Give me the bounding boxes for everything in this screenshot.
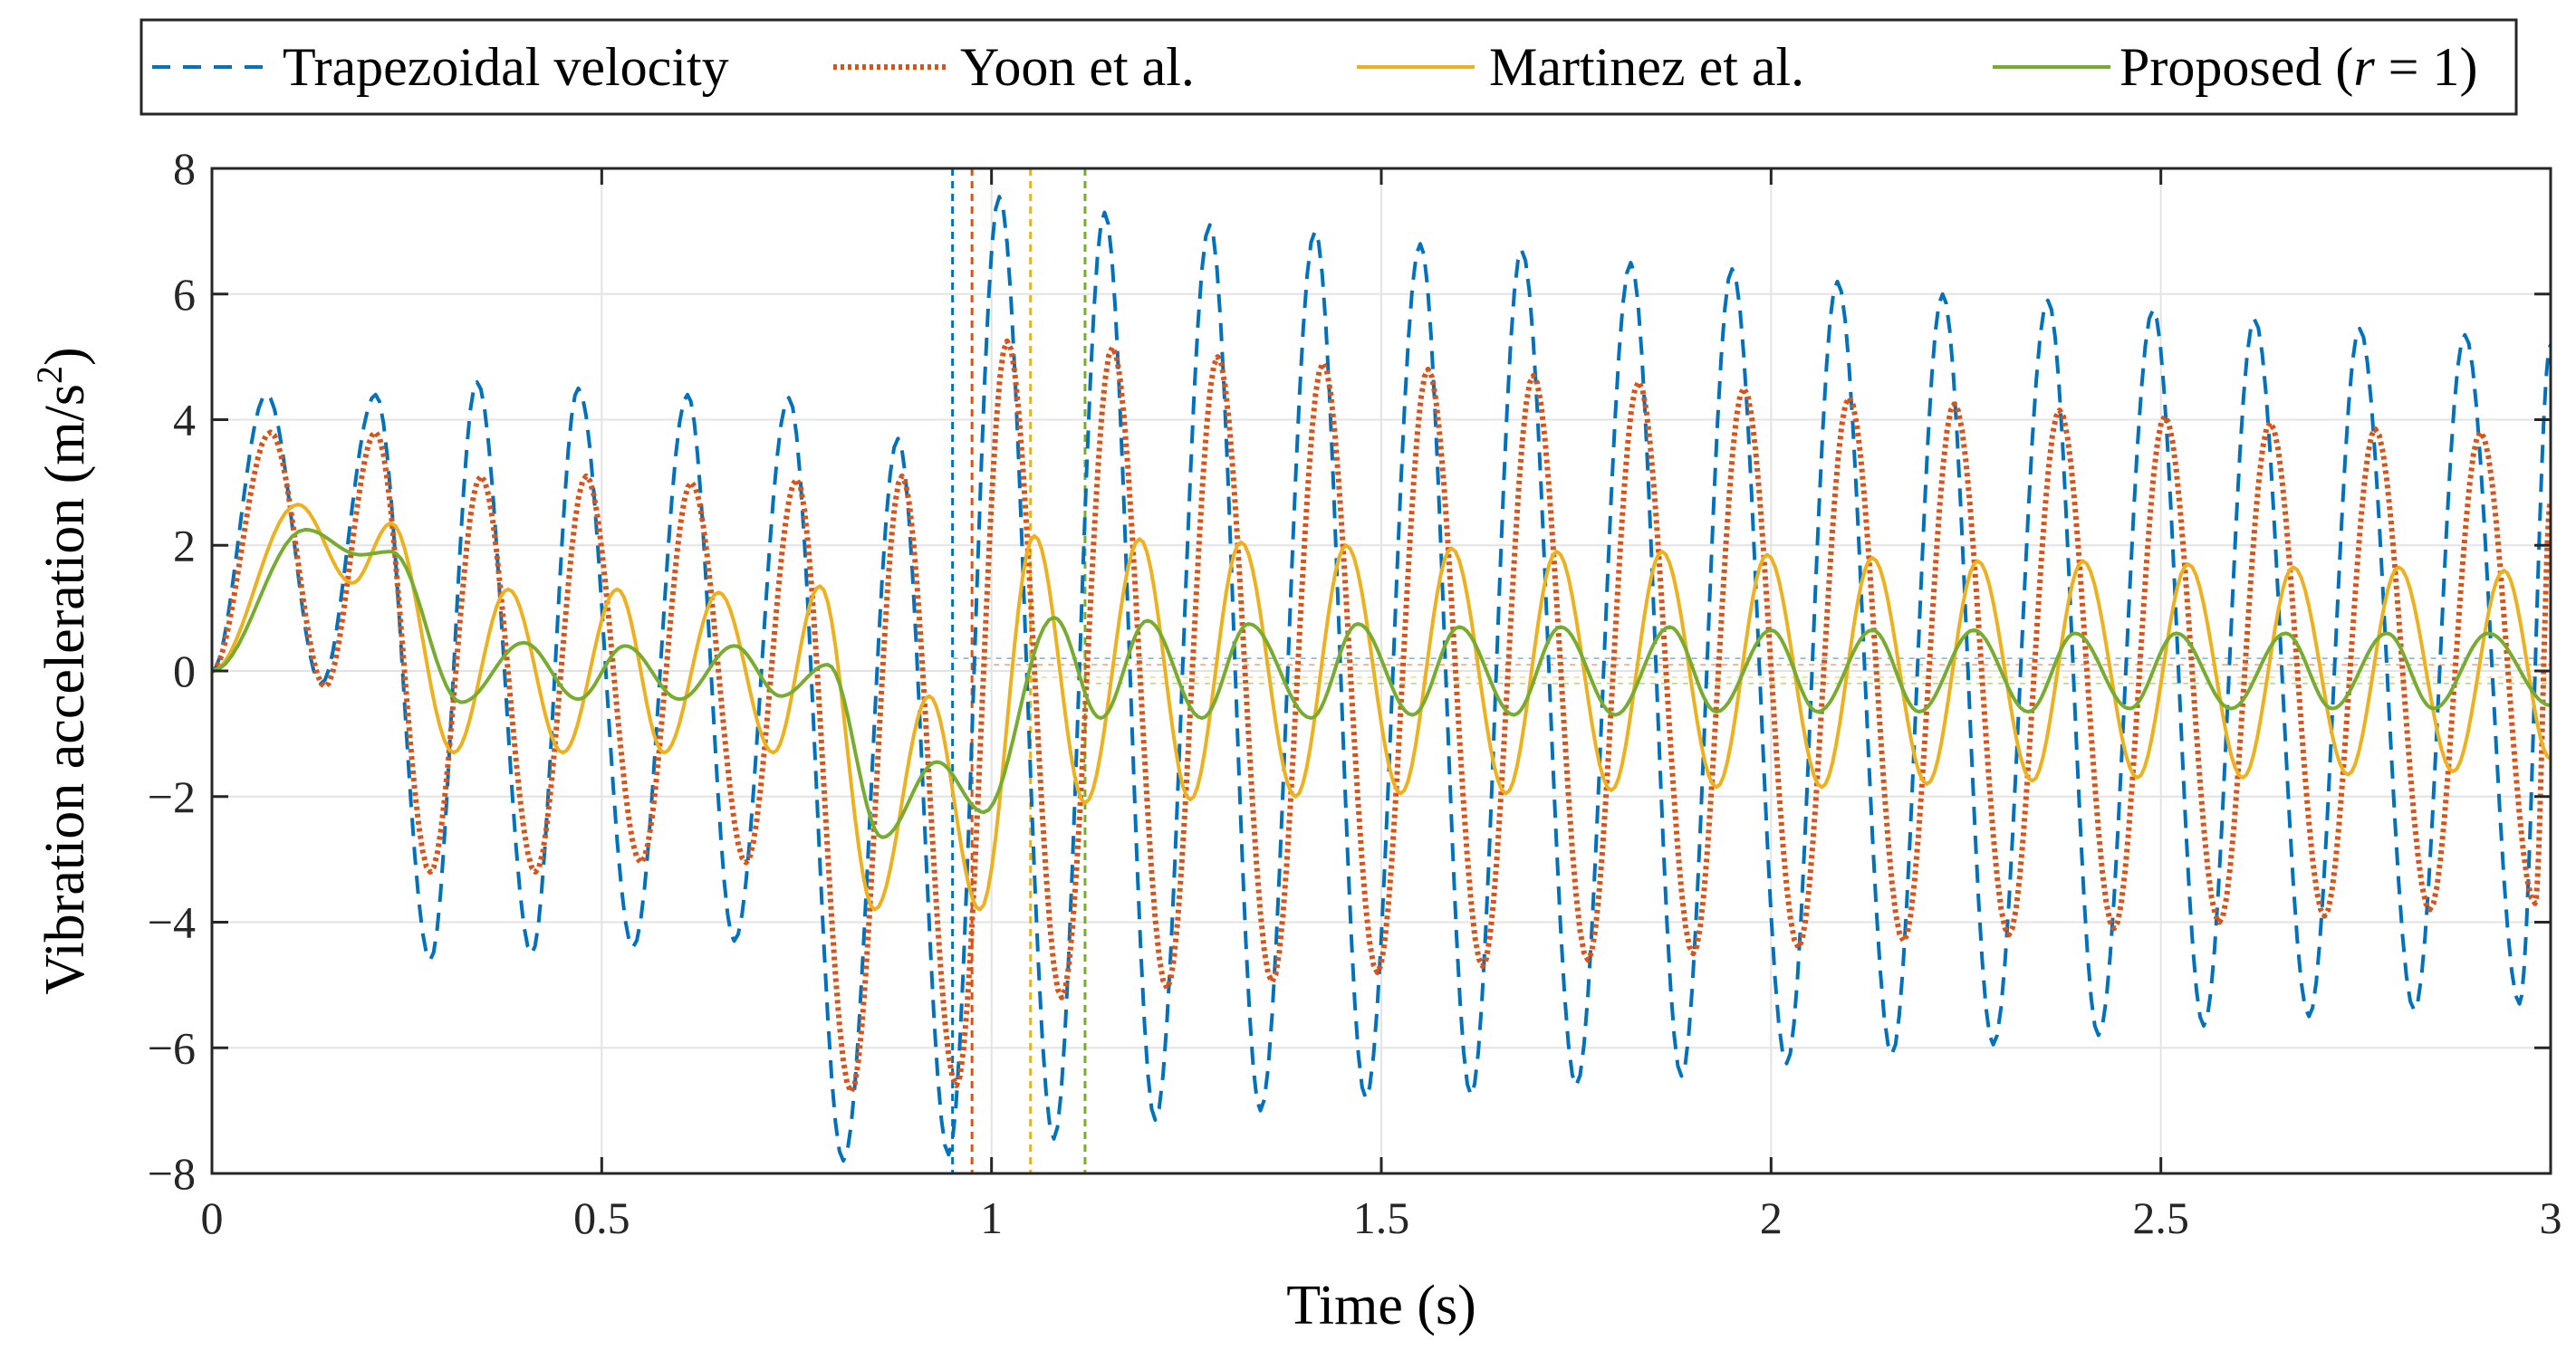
- y-axis-title: Vibration acceleration (m/s2): [29, 347, 96, 994]
- x-tick-label: 0.5: [573, 1192, 630, 1243]
- legend-label-proposed-pre: Proposed (: [2119, 37, 2353, 97]
- y-tick-label: 4: [173, 395, 196, 445]
- series-line-3: [212, 527, 2551, 839]
- legend-label-proposed-post: = 1): [2375, 37, 2478, 97]
- y-tick-label: 8: [173, 143, 196, 194]
- y-tick-label: −4: [148, 897, 196, 948]
- legend-box: [139, 18, 2518, 116]
- legend-label-yoon: Yoon et al.: [960, 37, 1195, 97]
- y-axis-ticks: −8 −6 −4 −2 0 2 4 6 8: [148, 143, 2551, 1199]
- series-line-2: [212, 503, 2551, 912]
- y-axis-title-close: ): [34, 347, 96, 366]
- legend-label-proposed-var: r: [2353, 37, 2375, 97]
- y-tick-label: 2: [173, 520, 196, 570]
- x-tick-label: 3: [2540, 1192, 2562, 1243]
- x-tick-label: 2.5: [2132, 1192, 2189, 1243]
- series-line-1: [212, 338, 2551, 1095]
- x-tick-label: 1.5: [1353, 1192, 1410, 1243]
- x-tick-label: 1: [980, 1192, 1003, 1243]
- y-axis-title-main: Vibration acceleration (m/s: [34, 384, 96, 995]
- series-group: [212, 195, 2551, 1163]
- y-tick-label: −6: [148, 1022, 196, 1073]
- y-tick-label: −2: [148, 771, 196, 822]
- y-tick-label: 0: [173, 646, 196, 696]
- legend-label-martinez: Martinez et al.: [1489, 37, 1804, 97]
- legend-label-proposed: Proposed (r = 1): [2119, 37, 2478, 97]
- legend: Trapezoidal velocity Yoon et al. Martine…: [139, 18, 2518, 116]
- end-time-markers: [951, 168, 1087, 1173]
- y-axis-title-superscript: 2: [29, 366, 70, 384]
- x-axis-title: Time (s): [1286, 1275, 1476, 1336]
- legend-label-trapezoidal: Trapezoidal velocity: [283, 37, 729, 97]
- y-tick-label: −8: [148, 1148, 196, 1199]
- x-tick-label: 0: [201, 1192, 224, 1243]
- x-axis-ticks: 0 0.5 1 1.5 2 2.5 3: [201, 168, 2562, 1243]
- y-tick-label: 6: [173, 269, 196, 320]
- x-tick-label: 2: [1760, 1192, 1783, 1243]
